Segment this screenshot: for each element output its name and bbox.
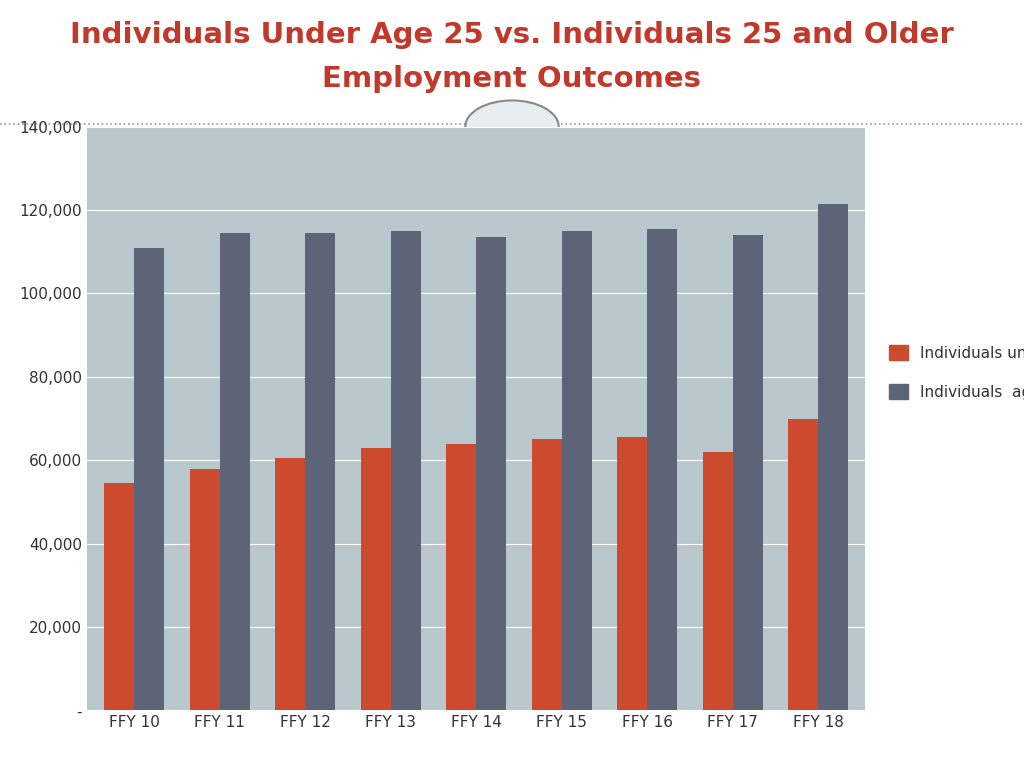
Bar	[788, 419, 818, 710]
Bar	[104, 483, 134, 710]
Bar	[733, 235, 763, 710]
Bar	[562, 231, 592, 710]
Bar	[647, 229, 677, 710]
Bar	[531, 439, 562, 710]
Bar	[275, 458, 305, 710]
Bar	[305, 233, 335, 710]
Bar	[702, 452, 733, 710]
Bar	[617, 437, 647, 710]
Text: Employment Outcomes: Employment Outcomes	[323, 65, 701, 93]
Circle shape	[465, 101, 559, 153]
Bar	[219, 233, 250, 710]
Bar	[446, 444, 476, 710]
Bar	[476, 237, 506, 710]
Bar	[189, 468, 219, 710]
Bar	[360, 448, 390, 710]
Bar	[134, 247, 164, 710]
Bar	[818, 204, 848, 710]
Legend: Individuals under age 25, Individuals  age 25 and older: Individuals under age 25, Individuals ag…	[883, 339, 1024, 406]
Bar	[390, 231, 421, 710]
Text: Individuals Under Age 25 vs. Individuals 25 and Older: Individuals Under Age 25 vs. Individuals…	[70, 22, 954, 49]
